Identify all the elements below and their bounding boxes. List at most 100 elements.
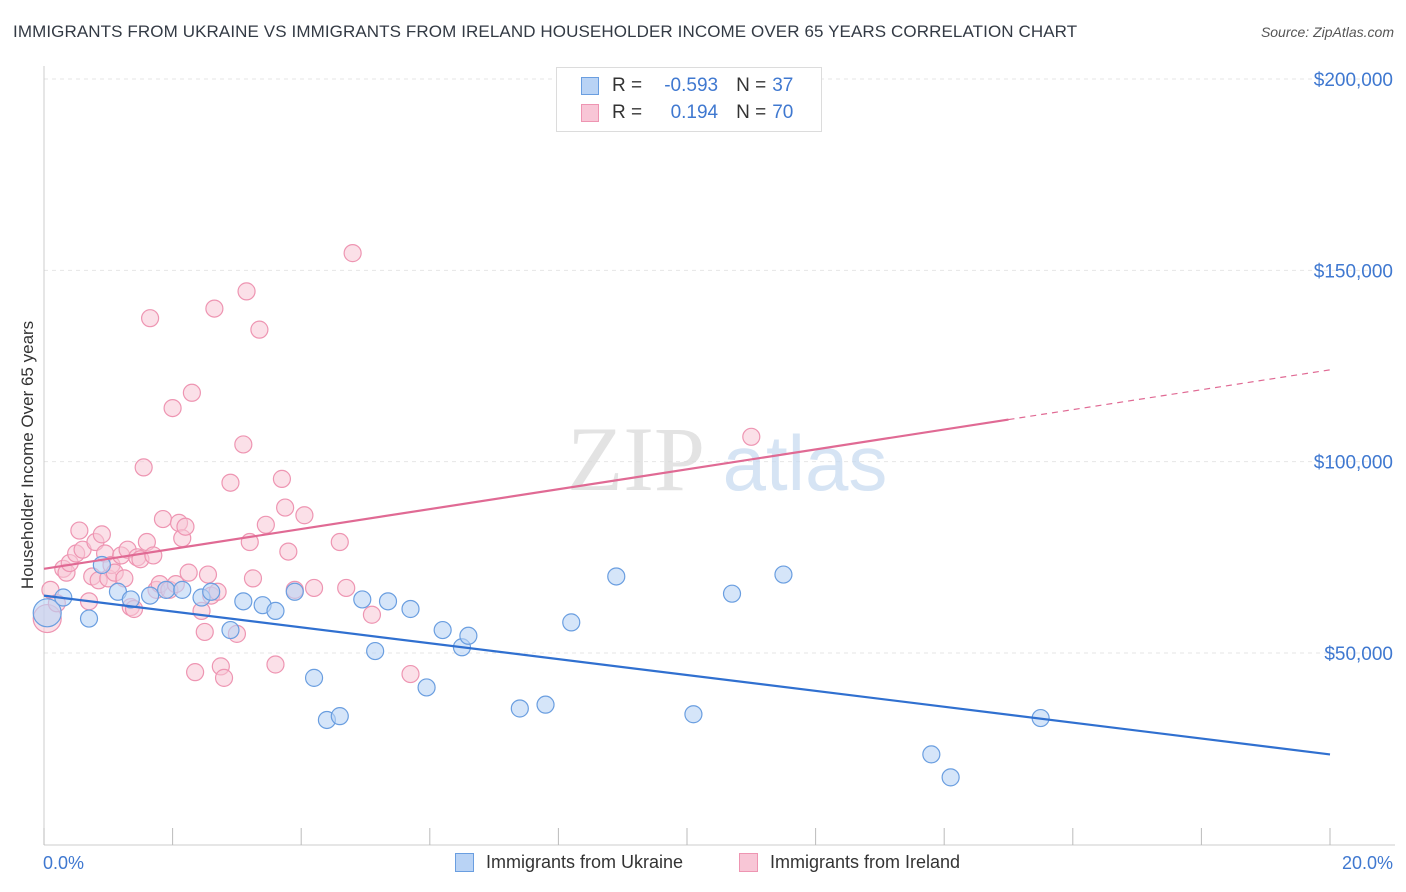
legend-n-value: 70 [772,102,794,123]
data-point-ukraine [121,590,140,609]
legend-n-label: N = [736,102,767,123]
legend-r-label: R = [612,75,643,96]
data-point-ukraine [202,582,221,601]
data-point-ukraine [140,586,160,605]
data-point-ukraine [562,613,581,632]
data-point-ireland [205,299,224,318]
data-point-ukraine [417,678,436,697]
data-point-ukraine [433,620,452,640]
legend-n-label: N = [736,75,767,96]
data-point-ireland [742,427,761,446]
data-point-ukraine [941,768,960,787]
data-point-ireland [214,668,234,687]
data-point-ireland [153,509,173,529]
data-point-ireland [304,578,324,598]
legend-swatch-ukraine [581,77,599,95]
data-point-ukraine [285,582,304,601]
data-point-ireland [70,521,89,540]
trend-line-ireland-extension [1008,369,1331,421]
data-point-ireland [221,473,240,492]
y-axis-label: Householder Income Over 65 years [18,321,37,589]
data-point-ireland [362,605,382,624]
y-tick-label: $50,000 [1324,644,1393,665]
trend-line-ireland [43,418,1009,570]
data-point-ukraine [353,590,372,609]
data-point-ireland [250,320,269,339]
data-point-ireland [266,655,285,674]
x-tick-label: 0.0% [43,853,84,873]
data-point-ukraine [684,705,703,724]
data-point-ireland [256,515,275,534]
grid-lines [44,78,1375,654]
data-point-ukraine [330,707,349,726]
legend-item-ukraine[interactable]: Immigrants from Ukraine [455,852,683,873]
data-point-ireland [134,458,153,477]
data-point-ireland [163,398,182,418]
data-point-ireland [179,563,198,582]
data-point-ukraine [157,580,176,599]
data-point-ukraine [234,592,253,611]
legend-r-value: 0.194 [670,102,719,123]
data-point-ireland [343,244,362,263]
data-point-ireland [337,578,356,598]
legend-row-ireland: R = 0.194 N = 70 [581,101,793,125]
y-tick-label: $200,000 [1314,70,1393,91]
data-point-ukraine [922,745,941,764]
data-point-ukraine [536,695,555,714]
series-ireland-points [32,244,761,687]
data-point-ukraine [722,584,742,603]
watermark-zip: ZIP [567,408,705,510]
series-ukraine-points [32,555,1050,787]
data-point-ukraine [378,592,398,611]
data-point-ireland [234,435,253,454]
data-point-ukraine [366,641,385,661]
source-label: Source: ZipAtlas.com [1260,24,1394,40]
legend-r-value: -0.593 [664,75,719,96]
data-point-ireland [401,664,420,684]
legend-swatch-ireland [739,853,758,872]
tick-labels: $50,000 $100,000 $150,000 $200,000 0.0% 20.0% [43,70,1393,873]
data-point-ukraine [607,567,626,586]
data-point-ukraine [221,620,240,640]
x-tick-label: 20.0% [1342,853,1393,873]
data-point-ukraine [79,609,99,628]
legend-label-ukraine: Immigrants from Ukraine [486,852,684,872]
data-point-ukraine [459,626,478,645]
data-point-ireland [195,622,214,642]
data-point-ireland [144,546,163,565]
data-point-ireland [276,498,295,517]
legend-item-ireland[interactable]: Immigrants from Ireland [739,852,960,873]
chart-title: IMMIGRANTS FROM UKRAINE VS IMMIGRANTS FR… [13,22,1078,41]
legend-r-label: R = [612,102,643,123]
data-point-ukraine [774,565,793,584]
data-point-ukraine [510,699,529,718]
series-legend: Immigrants from Ukraine Immigrants from … [0,852,1406,876]
watermark: ZIP atlas [567,408,887,510]
legend-swatch-ukraine [455,853,474,872]
trend-lines [43,369,1331,756]
data-point-ireland [186,663,205,682]
data-point-ireland [92,525,111,544]
data-point-ireland [182,383,201,402]
data-point-ireland [243,569,263,588]
y-tick-label: $100,000 [1314,453,1393,474]
data-point-ireland [237,282,256,301]
data-point-ireland [279,542,298,561]
legend-swatch-ireland [581,104,599,122]
legend-row-ukraine: R = -0.593 N = 37 [581,74,793,98]
data-point-ireland [272,469,292,488]
trend-line-ukraine [43,594,1331,756]
data-point-ireland [176,517,195,536]
data-point-ukraine [173,580,192,599]
data-point-ukraine [401,599,420,619]
data-point-ukraine [304,668,324,687]
axes [43,66,1395,846]
data-point-ireland [140,309,160,328]
data-point-ireland [295,506,314,525]
data-point-ireland [198,565,218,584]
data-point-ireland [330,532,349,552]
y-tick-label: $150,000 [1314,261,1393,282]
legend-n-value: 37 [772,75,794,96]
data-point-ukraine [32,598,62,628]
